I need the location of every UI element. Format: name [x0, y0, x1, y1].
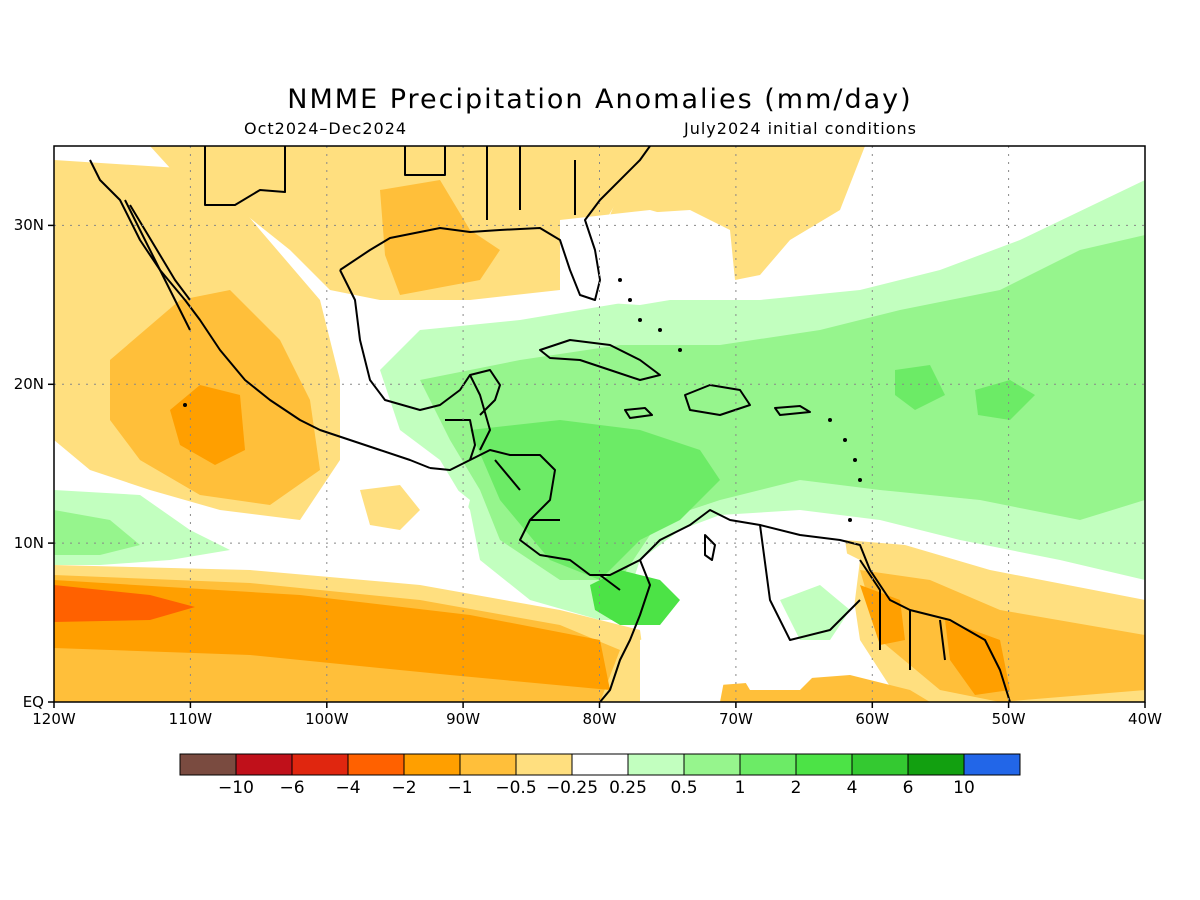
- colorbar-label: −6: [279, 778, 304, 798]
- dry-region-itcz-max: [54, 585, 195, 622]
- coast-cuba: [539, 339, 661, 381]
- colorbar-label: −10: [218, 778, 254, 798]
- colorbar-swatch: [571, 753, 629, 776]
- colorbar-label: 10: [953, 778, 975, 798]
- x-tick-label: 120W: [32, 710, 76, 728]
- colorbar-swatch: [627, 753, 685, 776]
- coast-central-america: [429, 449, 651, 702]
- dry-region-mexico-pacific-max: [170, 385, 245, 465]
- y-tick-label: EQ: [23, 693, 44, 711]
- x-tick-label: 90W: [446, 710, 480, 728]
- wet-region-caribbean-core: [470, 420, 720, 580]
- map-title: NMME Precipitation Anomalies (mm/day): [287, 84, 913, 115]
- colorbar-label: −2: [391, 778, 416, 798]
- forecast-period: Oct2024–Dec2024: [244, 119, 408, 138]
- x-axis: 120W 110W 100W 90W 80W 70W 60W 50W 40W: [32, 702, 1162, 728]
- colorbar-swatch: [179, 753, 237, 776]
- colorbar-swatch: [795, 753, 853, 776]
- colorbar-label: −4: [335, 778, 360, 798]
- colorbar-swatch: [683, 753, 741, 776]
- coast-lake-maracaibo: [704, 534, 716, 561]
- neutral-venezuela: [700, 520, 860, 690]
- colorbar-label: 0.5: [670, 778, 697, 798]
- x-tick-label: 70W: [719, 710, 753, 728]
- x-tick-label: 80W: [583, 710, 617, 728]
- colorbar-swatch: [291, 753, 349, 776]
- border-central-america: [445, 419, 946, 670]
- x-tick-label: 50W: [992, 710, 1026, 728]
- wet-region-atlantic-spot1: [895, 365, 945, 410]
- neutral-colombia-south: [640, 620, 730, 702]
- neutral-mexico-east: [330, 300, 380, 430]
- colorbar-swatch: [235, 753, 293, 776]
- dry-region-guianas-core: [860, 570, 1145, 702]
- colorbar-label: 0.25: [609, 778, 647, 798]
- colorbar-label: −0.5: [495, 778, 536, 798]
- colorbar-label: −1: [447, 778, 472, 798]
- x-tick-label: 100W: [305, 710, 349, 728]
- colorbar-swatch: [851, 753, 909, 776]
- colorbar-label: 2: [791, 778, 802, 798]
- colorbar-swatch: [347, 753, 405, 776]
- anomaly-field: [54, 146, 1145, 702]
- y-axis: EQ 10N 20N 30N: [14, 216, 54, 711]
- colorbar: −10 −6 −4 −2 −1 −0.5 −0.25 0.25 0.5 1 2 4 6 10: [179, 753, 1021, 798]
- coast-south-america: [639, 509, 1011, 702]
- colorbar-swatch: [963, 753, 1021, 776]
- border-us: [204, 146, 576, 220]
- coastlines: [89, 146, 1011, 702]
- initial-conditions: July2024 initial conditions: [684, 119, 917, 138]
- coast-jamaica: [624, 407, 653, 419]
- colorbar-label: 1: [735, 778, 746, 798]
- colorbar-swatch: [739, 753, 797, 776]
- dry-region-gulf-core: [380, 180, 500, 295]
- x-tick-label: 60W: [855, 710, 889, 728]
- wet-region-atlantic-spot2: [975, 380, 1035, 420]
- coast-hispaniola: [684, 384, 751, 416]
- dry-region-guianas-max: [860, 585, 1010, 695]
- coast-gulf-mexico: [339, 269, 501, 416]
- dry-spot-pacific: [360, 485, 420, 530]
- coast-yucatan: [469, 374, 491, 451]
- y-tick-label: 20N: [14, 375, 44, 393]
- neutral-florida-straits: [560, 210, 730, 305]
- coast-baja: [124, 199, 191, 331]
- colorbar-swatch: [515, 753, 573, 776]
- coast-us-gulf: [339, 146, 651, 301]
- y-tick-label: 30N: [14, 216, 44, 234]
- y-tick-label: 10N: [14, 534, 44, 552]
- x-tick-label: 110W: [169, 710, 213, 728]
- coast-mexico-pacific: [89, 159, 431, 469]
- wet-region-east-pacific-core: [54, 510, 140, 555]
- colorbar-swatch: [459, 753, 517, 776]
- x-tick-label: 40W: [1128, 710, 1162, 728]
- colorbar-label: −0.25: [546, 778, 598, 798]
- colorbar-label: 4: [847, 778, 858, 798]
- colorbar-swatch: [907, 753, 965, 776]
- dry-region-atlantic-north: [610, 146, 865, 280]
- colorbar-label: 6: [903, 778, 914, 798]
- coast-puerto-rico: [774, 405, 811, 416]
- grid-lines: [54, 146, 1145, 702]
- colorbar-swatch: [403, 753, 461, 776]
- small-islands: [183, 278, 862, 522]
